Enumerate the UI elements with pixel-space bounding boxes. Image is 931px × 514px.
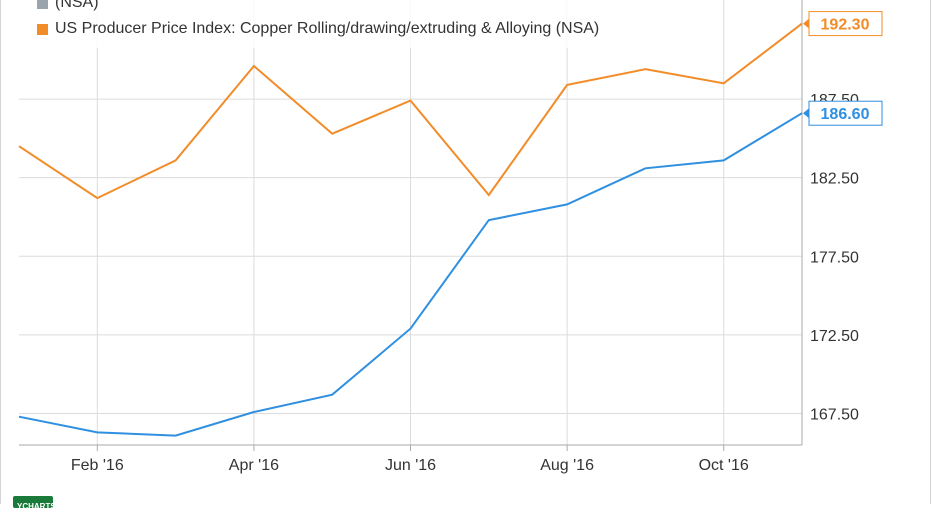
end-label-box — [808, 100, 883, 126]
end-label-pointer — [803, 108, 809, 119]
legend-label-series-1: (NSA) — [55, 0, 99, 11]
x-tick-label: Aug '16 — [540, 457, 594, 474]
x-tick-label: Apr '16 — [229, 457, 279, 474]
series-line-1 — [18, 22, 803, 200]
y-tick-label: 172.50 — [810, 328, 859, 345]
series-line-2 — [18, 112, 803, 437]
chart-legend: (NSA) US Producer Price Index: Copper Ro… — [29, 0, 611, 48]
x-tick-label: Feb '16 — [71, 457, 124, 474]
x-tick-label: Jun '16 — [385, 457, 436, 474]
end-value-label: 192.30 — [821, 17, 870, 34]
legend-item-series-1[interactable]: (NSA) — [33, 0, 605, 16]
ycharts-logo: YCHARTS — [13, 496, 56, 511]
x-tick-label: Oct '16 — [699, 457, 749, 474]
y-tick-label: 182.50 — [810, 171, 859, 188]
legend-swatch-series-1 — [37, 0, 48, 9]
legend-item-series-2[interactable]: US Producer Price Index: Copper Rolling/… — [33, 16, 605, 42]
legend-swatch-series-2 — [37, 24, 48, 35]
y-tick-label: 167.50 — [810, 407, 859, 424]
end-value-label: 186.60 — [821, 106, 870, 123]
legend-label-series-2: US Producer Price Index: Copper Rolling/… — [55, 20, 600, 37]
y-tick-label: 177.50 — [810, 249, 859, 266]
end-label-pointer — [803, 18, 809, 29]
ycharts-logo-text: YCHARTS — [17, 502, 56, 511]
end-label-box — [808, 11, 883, 37]
